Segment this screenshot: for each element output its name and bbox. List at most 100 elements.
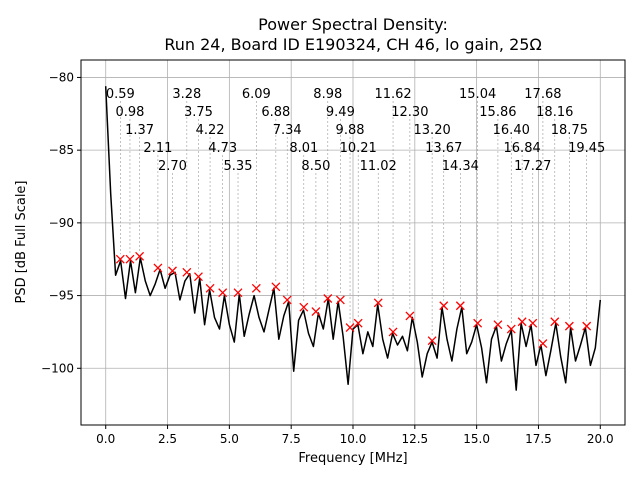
peak-label: 18.16: [536, 105, 573, 120]
peak-x-stroke: [115, 254, 125, 264]
peak-x-stroke: [153, 263, 163, 273]
axis-ticks: 0.0 2.5 5.0 7.5 10.0 12.5 15.0 17.5 20.0 −100 −95 −…: [41, 70, 614, 446]
chart-title-line1: Power Spectral Density:: [258, 15, 448, 34]
peak-x-stroke: [193, 272, 203, 282]
peak-marker: [455, 301, 465, 311]
peak-label: 19.45: [568, 141, 605, 156]
peak-marker: [168, 266, 177, 276]
peak-x-stroke: [439, 301, 449, 311]
peak-marker: [115, 254, 125, 264]
peak-marker: [251, 283, 261, 293]
peak-marker: [517, 317, 527, 327]
peak-label: 4.73: [208, 141, 237, 156]
peak-marker: [427, 336, 437, 346]
peak-marker: [271, 282, 281, 292]
x-tick-label: 0.0: [96, 432, 115, 446]
peak-x-stroke: [218, 288, 228, 298]
chart-title-line2: Run 24, Board ID E190324, CH 46, lo gain…: [164, 35, 541, 54]
peak-x-stroke: [135, 251, 145, 261]
peak-x-stroke: [205, 283, 215, 293]
y-tick-label: −85: [49, 143, 74, 157]
peak-label: 4.22: [196, 123, 225, 138]
x-tick-label: 12.5: [401, 432, 428, 446]
peak-marker: [233, 288, 243, 298]
peak-x-stroke: [345, 323, 355, 333]
peak-x-stroke: [388, 327, 398, 337]
peak-x-stroke: [323, 294, 333, 303]
peak-x-stroke: [582, 321, 592, 331]
peak-label: 9.49: [326, 105, 355, 120]
peak-label: 1.37: [125, 123, 154, 138]
peak-label: 8.50: [301, 159, 330, 174]
peak-x-stroke: [125, 254, 135, 264]
axes-frame: [80, 59, 626, 426]
peak-x-stroke: [528, 318, 538, 328]
peak-label: 13.67: [425, 141, 462, 156]
x-tick-label: 10.0: [340, 432, 367, 446]
peak-label: 8.01: [289, 141, 318, 156]
peak-marker: [528, 318, 538, 328]
x-tick-label: 7.5: [282, 432, 301, 446]
peak-label: 6.88: [261, 105, 290, 120]
peak-x-stroke: [564, 321, 574, 331]
peak-x-stroke: [506, 324, 516, 334]
peak-marker: [353, 318, 363, 328]
y-tick-label: −90: [49, 216, 74, 230]
peak-marker: [506, 324, 516, 334]
peak-label: 3.75: [184, 105, 213, 120]
peak-marker: [582, 321, 592, 331]
peak-marker: [182, 267, 192, 277]
peak-label: 5.35: [224, 159, 253, 174]
peak-marker: [439, 301, 449, 311]
peak-x-stroke: [335, 295, 345, 305]
peak-x-stroke: [353, 318, 363, 328]
peak-x-stroke: [233, 288, 243, 298]
x-tick-label: 2.5: [158, 432, 177, 446]
peak-x-stroke: [282, 295, 292, 305]
peak-marker: [373, 298, 383, 308]
peak-label: 2.70: [158, 159, 187, 174]
peak-markers: 0.59 0.98 1.37 2.11 2.70 3.28 3.75 4.22 4.73 5.35…: [106, 87, 605, 349]
peak-x-stroke: [373, 298, 383, 308]
peak-x-stroke: [455, 301, 465, 311]
peak-marker: [335, 295, 345, 305]
x-tick-label: 17.5: [525, 432, 552, 446]
peak-marker: [299, 302, 309, 312]
peak-x-stroke: [251, 283, 261, 293]
peak-marker: [405, 311, 415, 321]
peak-marker: [135, 251, 145, 261]
peak-label: 11.02: [360, 159, 397, 174]
peak-label: 15.04: [459, 87, 496, 102]
peak-label: 16.40: [493, 123, 530, 138]
peak-marker: [282, 295, 292, 305]
y-tick-label: −100: [41, 361, 74, 375]
peak-label: 8.98: [313, 87, 342, 102]
peak-marker: [538, 339, 548, 349]
peak-label: 17.68: [524, 87, 561, 102]
peak-label: 9.88: [336, 123, 365, 138]
peak-marker: [218, 288, 228, 298]
peak-x-stroke: [517, 317, 527, 327]
peak-marker: [153, 263, 163, 273]
x-tick-label: 15.0: [463, 432, 490, 446]
y-axis-label: PSD [dB Full Scale]: [14, 180, 29, 303]
peak-x-stroke: [473, 318, 483, 328]
peak-x-stroke: [182, 267, 192, 277]
peak-label: 14.34: [442, 159, 479, 174]
peak-x-stroke: [168, 266, 177, 276]
peak-label: 11.62: [374, 87, 411, 102]
peak-label: 15.86: [479, 105, 516, 120]
peak-marker: [564, 321, 574, 331]
peak-label: 7.34: [273, 123, 302, 138]
peak-label: 13.20: [414, 123, 451, 138]
y-tick-label: −80: [49, 70, 74, 84]
peak-marker: [550, 317, 560, 327]
peak-x-stroke: [427, 336, 437, 346]
peak-x-stroke: [493, 320, 503, 330]
peak-marker: [345, 323, 355, 333]
x-tick-label: 5.0: [220, 432, 239, 446]
peak-x-stroke: [311, 307, 321, 317]
peak-marker: [493, 320, 503, 330]
peak-label: 2.11: [143, 141, 172, 156]
